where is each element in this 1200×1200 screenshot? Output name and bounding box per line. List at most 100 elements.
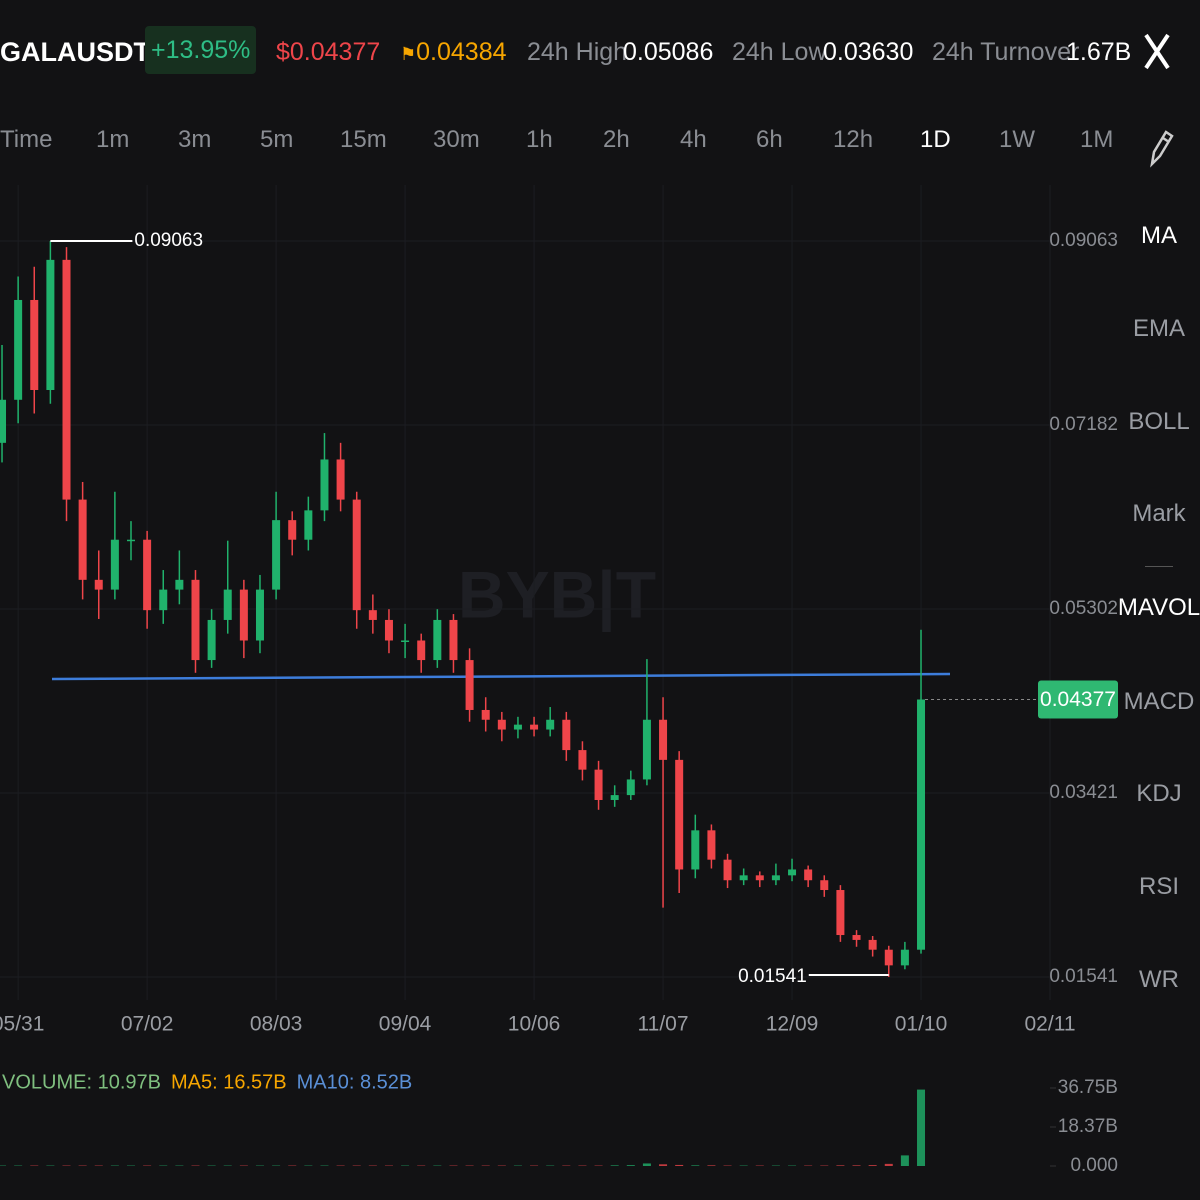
candle-body (788, 869, 797, 876)
indicator-item[interactable]: EMA (1132, 315, 1185, 342)
volume-bar (626, 1165, 635, 1166)
candle-body (771, 875, 780, 881)
candle-body (46, 259, 55, 390)
candle-body (497, 719, 506, 730)
low-label: 24h Low (732, 38, 827, 66)
timeframe-tab[interactable]: 1m (96, 126, 130, 153)
candle-body (288, 520, 297, 540)
candle-body (0, 399, 7, 443)
timeframe-tab[interactable]: 5m (260, 126, 294, 153)
x-tick-label: 02/11 (1025, 1013, 1076, 1036)
candle-body (884, 949, 893, 966)
timeframe-tab[interactable]: 3m (178, 126, 212, 153)
timeframe-tab[interactable]: 1M (1080, 126, 1114, 153)
x-tick-label: 05/31 (0, 1013, 44, 1036)
candle-body (530, 724, 539, 730)
candle-body (578, 750, 587, 770)
candle-body (14, 299, 23, 400)
candle-body (562, 719, 571, 751)
timeframe-tab[interactable]: 1D (920, 126, 951, 153)
x-tick-label: 01/10 (895, 1013, 948, 1036)
volume-bar (868, 1165, 877, 1166)
candle-body (868, 939, 877, 950)
candle-body (159, 589, 168, 611)
mark-price: ⚑0.04384 (400, 38, 507, 66)
candle-body (723, 859, 732, 881)
candle-body (610, 795, 619, 800)
change: +13.95% (145, 26, 257, 74)
volume-legend: MA5: 16.57B (171, 1071, 287, 1093)
volume-bar (900, 1155, 909, 1166)
candle-body (175, 579, 184, 590)
volume-bar (707, 1165, 716, 1166)
timeframe-tab[interactable]: 4h (680, 126, 707, 153)
volume-bar (836, 1165, 845, 1166)
last-price: $0.04377 (276, 38, 381, 66)
candle-body (30, 299, 39, 390)
indicator-item[interactable]: BOLL (1128, 408, 1190, 435)
volume-bar (917, 1089, 926, 1166)
candle-body (401, 640, 410, 642)
x-tick-label: 11/07 (638, 1013, 689, 1036)
timeframe-tab[interactable]: 15m (340, 126, 387, 153)
candle-body (481, 709, 490, 720)
candle-body (852, 935, 861, 940)
candle-body (239, 589, 248, 641)
timeframe-tab[interactable]: Time (0, 126, 53, 153)
timeframe-tab[interactable]: 1W (999, 126, 1035, 153)
timeframe-tab[interactable]: 6h (756, 126, 783, 153)
candle-body (78, 499, 87, 580)
x-tick-label: 10/06 (508, 1013, 561, 1036)
x-tick-label: 12/09 (766, 1013, 819, 1036)
candle-body (836, 890, 845, 936)
candle-body (110, 539, 119, 590)
turnover-label: 24h Turnover (932, 38, 1080, 66)
candle-body (675, 759, 684, 870)
candle-body (320, 459, 329, 511)
volume-bar (659, 1164, 668, 1166)
volume-tick-label: 36.75B (1058, 1077, 1118, 1098)
candle-body (449, 619, 458, 661)
watermark: BYB|T (458, 557, 656, 633)
volume-bar (642, 1163, 651, 1166)
volume-legend: MA10: 8.52B (297, 1071, 413, 1093)
timeframe-tab[interactable]: 1h (526, 126, 553, 153)
y-tick-label: 0.01541 (1049, 966, 1118, 987)
indicator-item[interactable]: MAVOL (1117, 594, 1200, 621)
turnover-value: 1.67B (1066, 38, 1132, 66)
indicator-item[interactable]: KDJ (1136, 780, 1182, 807)
candle-body (368, 610, 377, 620)
volume-legend: VOLUME: 10.97B (2, 1071, 161, 1093)
candle-body (417, 640, 426, 661)
candle-body (546, 719, 555, 730)
timeframe-tab[interactable]: 2h (603, 126, 630, 153)
candle-body (126, 539, 135, 542)
mark-price-value: 0.04384 (416, 38, 507, 66)
volume-tick-label: 0.000 (1070, 1155, 1118, 1176)
indicator-item[interactable]: MA (1141, 222, 1177, 249)
volume-bar (884, 1163, 893, 1166)
candle-body (255, 589, 264, 641)
last-price-label: 0.04377 (1040, 688, 1116, 711)
indicator-item[interactable]: WR (1139, 966, 1179, 993)
candle-body (62, 259, 71, 500)
indicator-item[interactable]: Mark (1132, 500, 1186, 527)
timeframe-tab[interactable]: 12h (833, 126, 874, 153)
candle-body (739, 875, 748, 881)
candle-body (336, 459, 345, 500)
volume-bar (610, 1165, 619, 1166)
indicator-item[interactable]: RSI (1138, 873, 1179, 900)
volume-bar (675, 1164, 684, 1166)
candle-body (900, 949, 909, 966)
candle-body (513, 724, 522, 730)
indicator-item[interactable]: MACD (1123, 688, 1195, 715)
x-tick-label: 07/02 (121, 1013, 174, 1036)
candle-body (433, 619, 442, 661)
timeframe-tab[interactable]: 30m (433, 126, 480, 153)
candle-body (272, 520, 281, 590)
candle-body (594, 769, 603, 800)
low-marker-label: 0.01541 (738, 966, 807, 987)
candle-body (465, 660, 474, 710)
last-price-tag (1038, 680, 1118, 719)
